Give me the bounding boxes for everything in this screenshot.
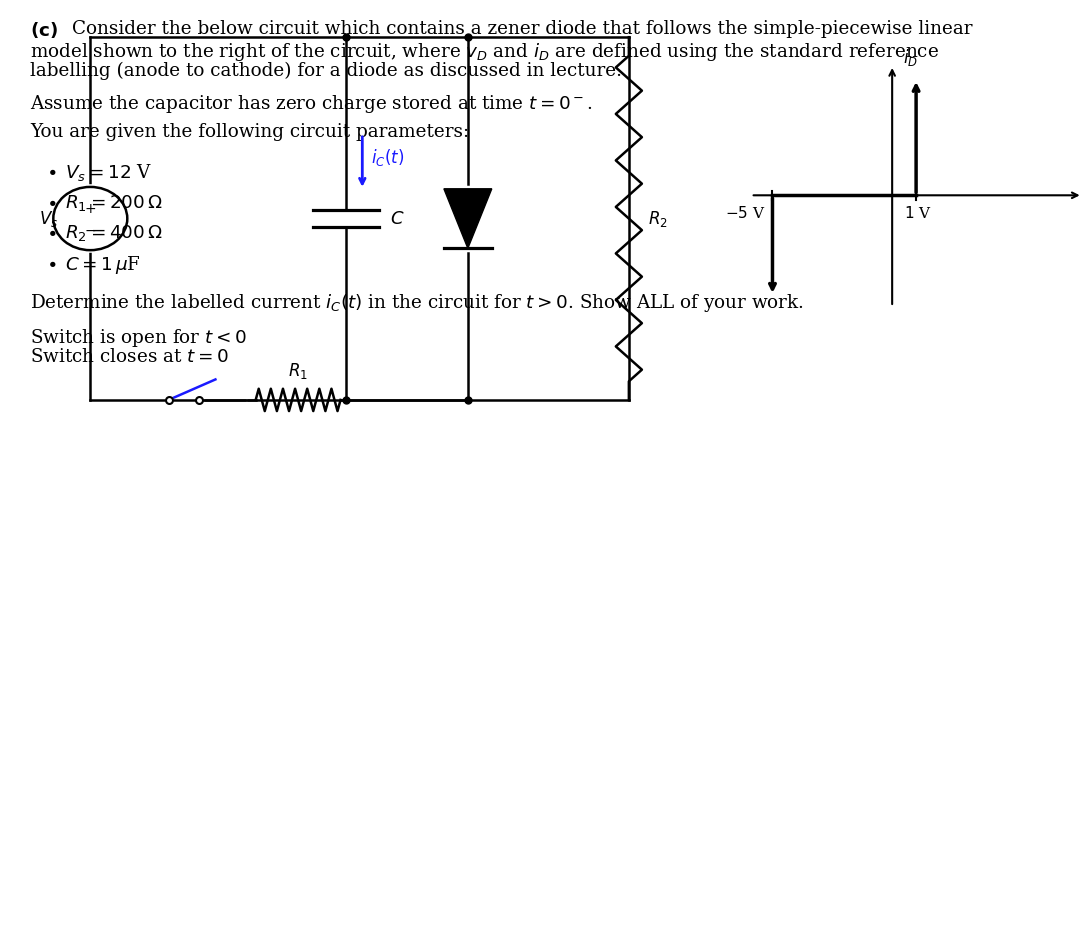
Text: $-$: $-$ bbox=[84, 222, 97, 236]
Text: $R_2$: $R_2$ bbox=[648, 208, 668, 229]
Text: $-5$ V: $-5$ V bbox=[726, 205, 766, 220]
Text: $R_1 = 200\,\Omega$: $R_1 = 200\,\Omega$ bbox=[65, 193, 163, 213]
Text: $\bullet$: $\bullet$ bbox=[46, 162, 57, 179]
Text: $i_D$: $i_D$ bbox=[903, 47, 918, 68]
Text: $\bullet$: $\bullet$ bbox=[46, 223, 57, 241]
Text: $V_s$: $V_s$ bbox=[39, 208, 59, 229]
Text: $R_2 = 400\,\Omega$: $R_2 = 400\,\Omega$ bbox=[65, 223, 163, 244]
Polygon shape bbox=[444, 189, 492, 248]
Text: Switch is open for $t < 0$: Switch is open for $t < 0$ bbox=[30, 327, 247, 350]
Text: +: + bbox=[85, 202, 96, 216]
Text: $\mathbf{(c)}$: $\mathbf{(c)}$ bbox=[30, 20, 59, 41]
Text: Determine the labelled current $i_C(t)$ in the circuit for $t > 0$. Show ALL of : Determine the labelled current $i_C(t)$ … bbox=[30, 292, 804, 314]
Text: You are given the following circuit parameters:: You are given the following circuit para… bbox=[30, 123, 470, 140]
Text: $\bullet$: $\bullet$ bbox=[46, 193, 57, 210]
Text: $V_s = 12$ V: $V_s = 12$ V bbox=[65, 162, 152, 183]
Text: Consider the below circuit which contains a zener diode that follows the simple-: Consider the below circuit which contain… bbox=[72, 20, 973, 38]
Text: Switch closes at $t = 0$: Switch closes at $t = 0$ bbox=[30, 348, 230, 365]
Text: Assume the capacitor has zero charge stored at time $t = 0^-$.: Assume the capacitor has zero charge sto… bbox=[30, 93, 593, 115]
Text: labelling (anode to cathode) for a diode as discussed in lecture.: labelling (anode to cathode) for a diode… bbox=[30, 61, 622, 80]
Text: $R_1$: $R_1$ bbox=[288, 361, 308, 381]
Text: $i_C(t)$: $i_C(t)$ bbox=[371, 147, 405, 167]
Text: $1$ V: $1$ V bbox=[904, 205, 932, 220]
Text: $\bullet$: $\bullet$ bbox=[46, 254, 57, 272]
Text: model shown to the right of the circuit, where $v_D$ and $i_D$ are defined using: model shown to the right of the circuit,… bbox=[30, 41, 939, 63]
Text: $C$: $C$ bbox=[390, 209, 404, 228]
Text: $C = 1\,\mu$F: $C = 1\,\mu$F bbox=[65, 254, 141, 276]
